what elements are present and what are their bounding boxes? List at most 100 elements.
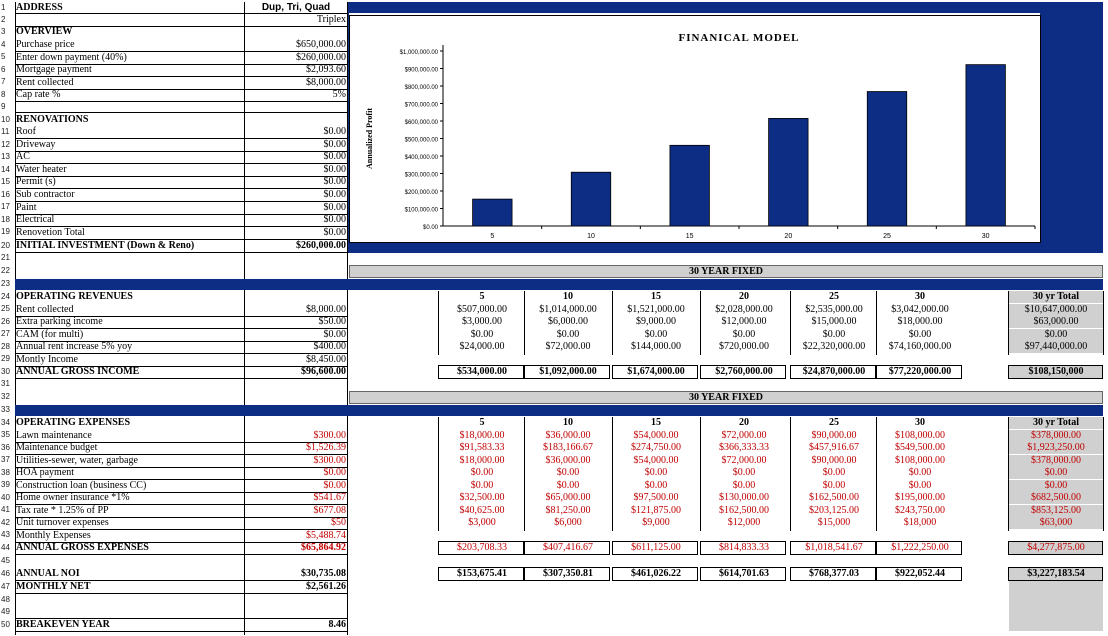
total-cell[interactable]: $0.00 — [1044, 328, 1068, 340]
table-cell[interactable]: $0.00 — [908, 479, 932, 491]
table-row-value[interactable]: $0.00 — [323, 479, 347, 491]
table-cell[interactable]: $9,000.00 — [636, 316, 676, 327]
table-row-value[interactable]: $50.00 — [318, 316, 347, 327]
table-row-value[interactable]: $541.67 — [313, 492, 347, 503]
gross-total[interactable]: $108,150,000 — [1028, 366, 1084, 377]
total-cell[interactable]: $10,647,000.00 — [1024, 303, 1088, 315]
table-cell[interactable]: $18,000.00 — [459, 429, 505, 441]
table-cell[interactable]: $24,000.00 — [459, 341, 505, 352]
table-cell[interactable]: $243,750.00 — [895, 504, 945, 516]
total-cell[interactable]: $682,500.00 — [1031, 492, 1081, 503]
gross-value[interactable]: $96,600.00 — [301, 366, 346, 377]
table-cell[interactable]: $2,028,000.00 — [715, 303, 773, 315]
noi-cell[interactable]: $461,026.22 — [631, 568, 681, 579]
table-cell[interactable]: $54,000.00 — [633, 454, 679, 466]
table-cell[interactable]: $203,125.00 — [809, 504, 859, 516]
table-cell[interactable]: $3,000.00 — [462, 316, 502, 327]
total-cell[interactable]: $1,923,250.00 — [1027, 442, 1085, 453]
table-cell[interactable]: $72,000.00 — [721, 429, 767, 441]
table-cell[interactable]: $162,500.00 — [719, 504, 769, 516]
table-cell[interactable]: $74,160,000.00 — [888, 341, 952, 352]
table-cell[interactable]: $36,000.00 — [545, 429, 591, 441]
table-cell[interactable]: $22,320,000.00 — [802, 341, 866, 352]
reno-item-value[interactable]: $0.00 — [323, 189, 347, 200]
table-cell[interactable]: $65,000.00 — [545, 492, 591, 503]
table-cell[interactable]: $1,521,000.00 — [627, 303, 685, 315]
table-cell[interactable]: $6,000.00 — [548, 316, 588, 327]
table-cell[interactable]: $2,535,000.00 — [805, 303, 863, 315]
initial-investment-value[interactable]: $260,000.00 — [296, 240, 346, 251]
table-cell[interactable]: $90,000.00 — [811, 429, 857, 441]
gross-total[interactable]: $4,277,875.00 — [1027, 542, 1085, 553]
gross-cell[interactable]: $1,092,000.00 — [539, 366, 597, 377]
table-cell[interactable]: $6,000 — [554, 517, 582, 528]
breakeven-value[interactable]: 8.46 — [328, 619, 347, 630]
noi-total[interactable]: $3,227,183.54 — [1027, 568, 1085, 579]
table-cell[interactable]: $18,000.00 — [897, 316, 943, 327]
table-cell[interactable]: $0.00 — [470, 467, 494, 478]
table-cell[interactable]: $32,500.00 — [459, 492, 505, 503]
table-row-value[interactable]: $400.00 — [313, 341, 347, 352]
type-value[interactable]: Triplex — [316, 14, 346, 25]
reno-item-value[interactable]: $0.00 — [323, 226, 347, 238]
table-cell[interactable]: $72,000.00 — [545, 341, 591, 352]
gross-cell[interactable]: $534,000.00 — [457, 366, 507, 377]
table-cell[interactable]: $0.00 — [644, 479, 668, 491]
table-cell[interactable]: $0.00 — [732, 467, 756, 478]
total-cell[interactable]: $0.00 — [1044, 479, 1068, 491]
table-cell[interactable]: $0.00 — [908, 467, 932, 478]
total-cell[interactable]: $378,000.00 — [1031, 454, 1081, 466]
table-cell[interactable]: $0.00 — [822, 479, 846, 491]
overview-item-value[interactable]: 5% — [332, 89, 346, 100]
table-cell[interactable]: $72,000.00 — [721, 454, 767, 466]
total-cell[interactable]: $63,000 — [1039, 517, 1073, 528]
table-cell[interactable]: $12,000 — [727, 517, 761, 528]
gross-cell[interactable]: $203,708.33 — [457, 542, 507, 553]
table-row-value[interactable]: $50 — [331, 517, 346, 528]
table-cell[interactable]: $97,500.00 — [633, 492, 679, 503]
noi-cell[interactable]: $768,377.03 — [809, 568, 859, 579]
noi-cell[interactable]: $922,052.44 — [895, 568, 945, 579]
table-row-value[interactable]: $8,450.00 — [306, 353, 346, 365]
table-cell[interactable]: $720,000.00 — [719, 341, 769, 352]
table-cell[interactable]: $0.00 — [822, 328, 846, 340]
table-cell[interactable]: $274,750.00 — [631, 442, 681, 453]
table-row-value[interactable]: $677.08 — [313, 504, 347, 516]
noi-cell[interactable]: $307,350.81 — [543, 568, 593, 579]
table-cell[interactable]: $3,000 — [468, 517, 496, 528]
gross-cell[interactable]: $77,220,000.00 — [888, 366, 952, 377]
reno-item-value[interactable]: $0.00 — [323, 176, 347, 188]
table-row-value[interactable]: $0.00 — [323, 328, 347, 340]
reno-item-value[interactable]: $0.00 — [323, 201, 347, 213]
table-cell[interactable]: $3,042,000.00 — [891, 303, 949, 315]
total-cell[interactable]: $97,440,000.00 — [1024, 341, 1088, 352]
table-cell[interactable]: $0.00 — [908, 328, 932, 340]
gross-cell[interactable]: $407,416.67 — [543, 542, 593, 553]
reno-item-value[interactable]: $0.00 — [323, 126, 347, 137]
gross-cell[interactable]: $611,125.00 — [631, 542, 681, 553]
table-cell[interactable]: $18,000.00 — [459, 454, 505, 466]
table-cell[interactable]: $15,000.00 — [811, 316, 857, 327]
table-cell[interactable]: $549,500.00 — [895, 442, 945, 453]
table-cell[interactable]: $195,000.00 — [895, 492, 945, 503]
table-cell[interactable]: $40,625.00 — [459, 504, 505, 516]
gross-value[interactable]: $65,864.92 — [301, 542, 346, 553]
table-cell[interactable]: $0.00 — [732, 479, 756, 491]
noi-value[interactable]: $30,735.08 — [301, 568, 346, 579]
table-cell[interactable]: $1,014,000.00 — [539, 303, 597, 315]
reno-item-value[interactable]: $0.00 — [323, 138, 347, 150]
reno-item-value[interactable]: $0.00 — [323, 151, 347, 163]
table-row-value[interactable]: $1,526.39 — [306, 442, 346, 453]
gross-cell[interactable]: $814,833.33 — [719, 542, 769, 553]
noi-cell[interactable]: $153,675.41 — [457, 568, 507, 579]
total-cell[interactable]: $0.00 — [1044, 467, 1068, 478]
table-row-value[interactable]: $8,000.00 — [306, 303, 346, 315]
overview-item-value[interactable]: $8,000.00 — [306, 76, 346, 88]
table-cell[interactable]: $162,500.00 — [809, 492, 859, 503]
table-cell[interactable]: $0.00 — [556, 467, 580, 478]
gross-cell[interactable]: $1,674,000.00 — [627, 366, 685, 377]
table-cell[interactable]: $108,000.00 — [895, 454, 945, 466]
reno-item-value[interactable]: $0.00 — [323, 214, 347, 226]
table-cell[interactable]: $0.00 — [644, 328, 668, 340]
overview-item-value[interactable]: $260,000.00 — [296, 51, 346, 63]
